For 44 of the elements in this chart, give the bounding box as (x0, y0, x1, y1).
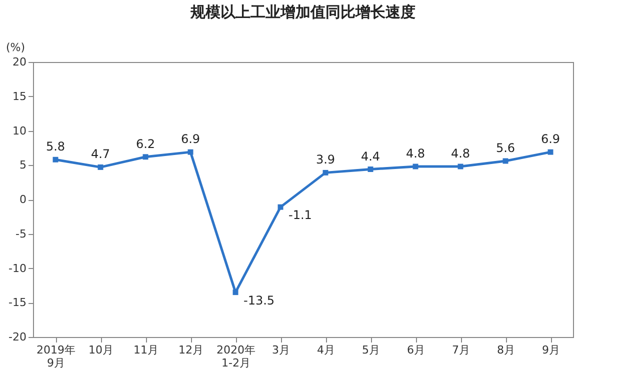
data-label: -1.1 (288, 208, 312, 222)
x-tick-label: 10月 (88, 344, 114, 356)
x-tick-label: 2019年 9月 (36, 344, 76, 370)
y-tick-label: -5 (16, 227, 26, 240)
x-tick-label: 8月 (497, 344, 515, 356)
point (548, 149, 554, 155)
y-axis-title: (%) (6, 41, 25, 54)
y-tick-label: 5 (20, 158, 26, 172)
point (368, 166, 374, 172)
point (52, 156, 58, 162)
data-label: 4.8 (406, 146, 426, 160)
chart-title: 规模以上工业增加值同比增长速度 (190, 3, 416, 21)
y-tick-label: -10 (8, 262, 26, 275)
point (278, 204, 284, 210)
data-label: 6.9 (180, 132, 200, 146)
point (232, 290, 238, 296)
data-label: 4.4 (360, 149, 380, 164)
x-tick-label: 6月 (407, 344, 425, 356)
x-tick-label: 7月 (452, 344, 470, 356)
x-tick-label: 12月 (178, 344, 204, 356)
point (322, 170, 328, 176)
data-label: 6.2 (136, 136, 156, 151)
data-label: 6.9 (540, 132, 560, 146)
point (142, 154, 148, 160)
data-label: 3.9 (316, 152, 336, 167)
point (188, 149, 194, 155)
data-label: -13.5 (244, 293, 275, 308)
x-tick-label: 11月 (134, 344, 158, 356)
data-label: 4.8 (450, 146, 470, 160)
y-tick-label: -15 (8, 296, 26, 310)
y-tick-label: 10 (12, 124, 26, 138)
x-tick-label: 2020年 1-2月 (216, 344, 256, 370)
point (98, 164, 104, 170)
x-tick-label: 5月 (362, 344, 380, 356)
x-tick-label: 3月 (272, 344, 290, 356)
y-tick-label: 20 (12, 56, 26, 68)
x-tick-label: 4月 (317, 344, 335, 356)
data-label: 5.8 (46, 140, 66, 154)
data-label: 5.6 (496, 141, 516, 155)
y-tick-label: -20 (8, 330, 26, 344)
y-tick-label: 0 (20, 193, 26, 206)
x-tick-label: 9月 (542, 344, 560, 356)
data-label: 4.7 (90, 147, 110, 162)
y-tick-label: 15 (12, 90, 26, 103)
